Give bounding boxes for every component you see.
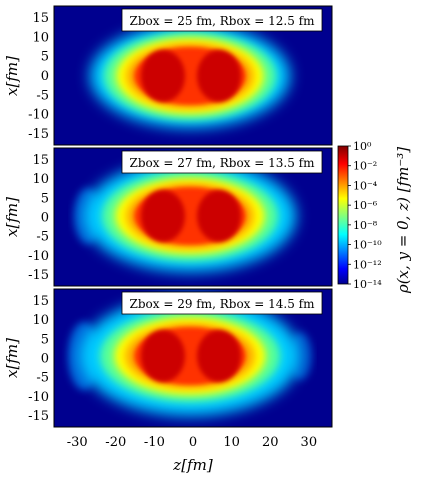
colorbar-tick-label: 10⁻¹⁴ [353,278,382,291]
x-tick-label: 20 [262,435,279,450]
y-tick-label-panel-2: 10 [32,172,49,187]
panel-3: Zbox = 29 fm, Rbox = 14.5 fm [54,289,332,427]
y-tick-label-panel-1: -5 [36,88,49,103]
y-tick-label-panel-3: 0 [41,352,49,367]
y-tick-label-panel-2: 15 [32,153,49,168]
y-tick-label-panel-1: -15 [28,127,49,142]
y-tick-label-panel-3: -5 [36,371,49,386]
x-tick-label: -20 [105,435,126,450]
panel-1-density [90,24,290,128]
panel-3-density [68,296,312,416]
x-axis-label: z[fm] [172,456,213,474]
panel-1: Zbox = 25 fm, Rbox = 12.5 fm [54,6,332,145]
x-tick-label: 10 [223,435,240,450]
panel-2: Zbox = 27 fm, Rbox = 13.5 fm [54,148,332,286]
x-tick-label: -30 [67,435,88,450]
panel-2-label: Zbox = 27 fm, Rbox = 13.5 fm [130,156,316,170]
y-tick-labels: 15 10 5 0 -5 -10 -15 15 10 5 0 -5 -10 -15 15 10 5 0 -5 -10 -… [28,11,49,424]
y-tick-label-panel-1: -10 [28,108,49,123]
panel-3-label-box: Zbox = 29 fm, Rbox = 14.5 fm [121,291,323,315]
colorbar-tick-label: 10⁻⁸ [353,219,378,232]
panel-1-frame [53,5,333,146]
y-axis-label-panel-1: x[fm] [3,56,21,96]
colorbar-tick-label: 10⁻⁴ [353,179,378,192]
y-tick-label-panel-1: 0 [41,69,49,84]
y-tick-label-panel-1: 5 [41,50,49,65]
colorbar-tick-label: 10⁻⁶ [353,199,378,212]
y-tick-label-panel-2: 5 [41,191,49,206]
x-tick-label: -10 [144,435,165,450]
x-tick-labels: -30 -20 -10 0 10 20 30 [67,435,317,450]
y-axis-label-panel-2: x[fm] [3,197,21,237]
colorbar-tick-label: 10⁻² [353,160,377,173]
y-axis-label-panel-3: x[fm] [3,338,21,378]
y-tick-label-panel-1: 15 [32,11,49,26]
y-tick-label-panel-3: 10 [32,313,49,328]
y-tick-label-panel-3: -15 [28,409,49,424]
panel-2-frame [53,147,333,287]
panel-2-label-box: Zbox = 27 fm, Rbox = 13.5 fm [121,150,323,174]
panel-3-label: Zbox = 29 fm, Rbox = 14.5 fm [130,297,316,311]
panel-1-label: Zbox = 25 fm, Rbox = 12.5 fm [130,14,316,28]
y-tick-label-panel-3: 5 [41,332,49,347]
x-tick-label: 30 [301,435,318,450]
y-tick-label-panel-2: -15 [28,268,49,283]
panel-3-frame [53,288,333,428]
y-tick-label-panel-3: -10 [28,390,49,405]
panel-1-label-box: Zbox = 25 fm, Rbox = 12.5 fm [121,8,323,32]
colorbar-label: ρ(x, y = 0, z) [fm⁻³] [394,147,412,294]
y-tick-label-panel-2: 0 [41,211,49,226]
panel-2-density [74,160,296,272]
colorbar-tick-label: 10⁰ [353,140,372,153]
colorbar-tick-labels: 10⁰ 10⁻² 10⁻⁴ 10⁻⁶ 10⁻⁸ 10⁻¹⁰ 10⁻¹² 10⁻¹⁴ [348,140,382,291]
colorbar-tick-label: 10⁻¹⁰ [353,239,382,252]
colorbar-tick-label: 10⁻¹² [353,258,382,271]
y-tick-label-panel-3: 15 [32,294,49,309]
y-tick-label-panel-2: -5 [36,230,49,245]
x-tick-label: 0 [189,435,197,450]
y-tick-label-panel-2: -10 [28,249,49,264]
colorbar-gradient [337,145,349,285]
y-tick-label-panel-1: 10 [32,30,49,45]
colorbar: 10⁰ 10⁻² 10⁻⁴ 10⁻⁶ 10⁻⁸ 10⁻¹⁰ 10⁻¹² 10⁻¹⁴ ρ(x, … [337,140,412,294]
